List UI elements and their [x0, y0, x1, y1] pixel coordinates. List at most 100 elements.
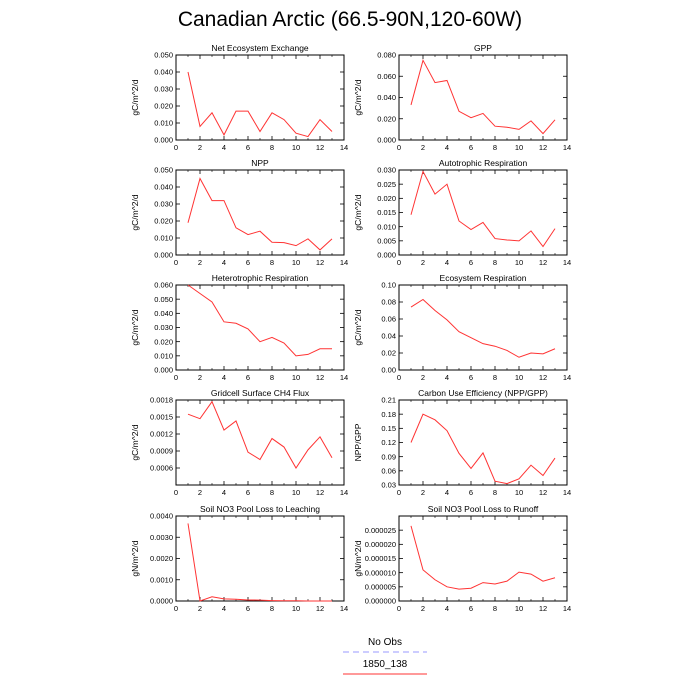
ecosystem-respiration-xtick-label: 12 [539, 373, 547, 382]
soil-no3-pool-loss-to-leaching-ytick-label: 0.0010 [150, 575, 173, 584]
npp-ytick-label: 0.020 [154, 217, 173, 226]
ecosystem-respiration-xtick-label: 8 [493, 373, 497, 382]
net-ecosystem-exchange-ytick-label: 0.020 [154, 102, 173, 111]
gridcell-surface-ch4-flux-xtick-label: 4 [222, 488, 226, 497]
soil-no3-pool-loss-to-leaching-title: Soil NO3 Pool Loss to Leaching [200, 504, 320, 514]
gpp-ytick-label: 0.080 [377, 51, 396, 60]
npp-xtick-label: 4 [222, 258, 226, 267]
ecosystem-respiration-ytick-label: 0.04 [381, 332, 396, 341]
net-ecosystem-exchange-xtick-label: 14 [340, 143, 348, 152]
npp-ytick-label: 0.000 [154, 251, 173, 260]
gpp-xtick-label: 10 [515, 143, 523, 152]
autotrophic-respiration-xtick-label: 12 [539, 258, 547, 267]
npp-xtick-label: 14 [340, 258, 348, 267]
net-ecosystem-exchange-ylabel: gC/m^2/d [130, 79, 140, 115]
soil-no3-pool-loss-to-runoff-xtick-label: 6 [469, 604, 473, 613]
soil-no3-pool-loss-to-runoff-xtick-label: 14 [563, 604, 571, 613]
ecosystem-respiration-xtick-label: 0 [397, 373, 401, 382]
carbon-use-efficiency-npp-gpp-ytick-label: 0.15 [381, 424, 396, 433]
soil-no3-pool-loss-to-leaching-xtick-label: 12 [316, 604, 324, 613]
ecosystem-respiration-ytick-label: 0.00 [381, 366, 396, 375]
net-ecosystem-exchange-xtick-label: 12 [316, 143, 324, 152]
net-ecosystem-exchange-xtick-label: 2 [198, 143, 202, 152]
carbon-use-efficiency-npp-gpp-xtick-label: 2 [421, 488, 425, 497]
gridcell-surface-ch4-flux-ytick-label: 0.0009 [150, 447, 173, 456]
heterotrophic-respiration-ylabel: gC/m^2/d [130, 309, 140, 345]
heterotrophic-respiration-xtick-label: 10 [292, 373, 300, 382]
carbon-use-efficiency-npp-gpp-ytick-label: 0.06 [381, 467, 396, 476]
gridcell-surface-ch4-flux-ytick-label: 0.0018 [150, 396, 173, 405]
npp-xtick-label: 0 [174, 258, 178, 267]
autotrophic-respiration-ytick-label: 0.030 [377, 166, 396, 175]
gpp-xtick-label: 12 [539, 143, 547, 152]
gridcell-surface-ch4-flux-ylabel: gC/m^2/d [130, 424, 140, 460]
net-ecosystem-exchange-series-line [187, 71, 333, 138]
soil-no3-pool-loss-to-leaching-ytick-label: 0.0000 [150, 597, 173, 606]
net-ecosystem-exchange-title: Net Ecosystem Exchange [211, 43, 309, 53]
ecosystem-respiration-ytick-label: 0.02 [381, 349, 396, 358]
autotrophic-respiration-xtick-label: 0 [397, 258, 401, 267]
gridcell-surface-ch4-flux-ytick-label: 0.0006 [150, 464, 173, 473]
soil-no3-pool-loss-to-runoff-ytick-label: 0.000025 [365, 526, 396, 535]
soil-no3-pool-loss-to-leaching-ylabel: gN/m^2/d [130, 540, 140, 576]
legend-label-no-obs: No Obs [368, 637, 402, 648]
net-ecosystem-exchange-xtick-label: 10 [292, 143, 300, 152]
gridcell-surface-ch4-flux-xtick-label: 0 [174, 488, 178, 497]
soil-no3-pool-loss-to-runoff-ytick-label: 0.000015 [365, 554, 396, 563]
carbon-use-efficiency-npp-gpp-xtick-label: 10 [515, 488, 523, 497]
soil-no3-pool-loss-to-runoff-title: Soil NO3 Pool Loss to Runoff [428, 504, 539, 514]
autotrophic-respiration-ytick-label: 0.015 [377, 208, 396, 217]
heterotrophic-respiration-ytick-label: 0.020 [154, 337, 173, 346]
npp-series-line [187, 177, 333, 251]
ecosystem-respiration-xtick-label: 4 [445, 373, 449, 382]
gridcell-surface-ch4-flux-title: Gridcell Surface CH4 Flux [211, 388, 310, 398]
autotrophic-respiration-ytick-label: 0.020 [377, 194, 396, 203]
npp-ytick-label: 0.050 [154, 166, 173, 175]
soil-no3-pool-loss-to-leaching-ytick-label: 0.0020 [150, 554, 173, 563]
gridcell-surface-ch4-flux-ytick-label: 0.0015 [150, 413, 173, 422]
npp-xtick-label: 6 [246, 258, 250, 267]
gridcell-surface-ch4-flux-xtick-label: 12 [316, 488, 324, 497]
npp-ytick-label: 0.030 [154, 200, 173, 209]
ecosystem-respiration-ytick-label: 0.08 [381, 298, 396, 307]
heterotrophic-respiration-ytick-label: 0.000 [154, 366, 173, 375]
npp-title: NPP [251, 158, 269, 168]
carbon-use-efficiency-npp-gpp-series-line [410, 413, 556, 485]
soil-no3-pool-loss-to-runoff-series-line [410, 525, 556, 590]
npp-xtick-label: 8 [270, 258, 274, 267]
soil-no3-pool-loss-to-leaching-xtick-label: 4 [222, 604, 226, 613]
npp-xtick-label: 2 [198, 258, 202, 267]
ecosystem-respiration-ytick-label: 0.10 [381, 281, 396, 290]
carbon-use-efficiency-npp-gpp-xtick-label: 8 [493, 488, 497, 497]
autotrophic-respiration-ytick-label: 0.005 [377, 237, 396, 246]
autotrophic-respiration-ytick-label: 0.010 [377, 222, 396, 231]
soil-no3-pool-loss-to-leaching-xtick-label: 2 [198, 604, 202, 613]
npp-ytick-label: 0.010 [154, 234, 173, 243]
heterotrophic-respiration-ytick-label: 0.060 [154, 281, 173, 290]
soil-no3-pool-loss-to-runoff-xtick-label: 2 [421, 604, 425, 613]
gpp-xtick-label: 2 [421, 143, 425, 152]
autotrophic-respiration-xtick-label: 14 [563, 258, 571, 267]
net-ecosystem-exchange-ytick-label: 0.050 [154, 51, 173, 60]
autotrophic-respiration-ytick-label: 0.025 [377, 180, 396, 189]
ecosystem-respiration-title: Ecosystem Respiration [440, 273, 527, 283]
gpp-xtick-label: 0 [397, 143, 401, 152]
gridcell-surface-ch4-flux-xtick-label: 10 [292, 488, 300, 497]
carbon-use-efficiency-npp-gpp-ytick-label: 0.21 [381, 396, 396, 405]
heterotrophic-respiration-ytick-label: 0.010 [154, 352, 173, 361]
gridcell-surface-ch4-flux-xtick-label: 8 [270, 488, 274, 497]
heterotrophic-respiration-ytick-label: 0.030 [154, 323, 173, 332]
ecosystem-respiration-xtick-label: 2 [421, 373, 425, 382]
carbon-use-efficiency-npp-gpp-xtick-label: 14 [563, 488, 571, 497]
soil-no3-pool-loss-to-runoff-ytick-label: 0.000005 [365, 583, 396, 592]
soil-no3-pool-loss-to-runoff-ytick-label: 0.000020 [365, 540, 396, 549]
net-ecosystem-exchange-xtick-label: 8 [270, 143, 274, 152]
heterotrophic-respiration-ytick-label: 0.040 [154, 309, 173, 318]
legend-label-1850-138: 1850_138 [362, 659, 408, 670]
heterotrophic-respiration-series-line [187, 284, 332, 357]
carbon-use-efficiency-npp-gpp-ytick-label: 0.18 [381, 410, 396, 419]
gridcell-surface-ch4-flux-xtick-label: 14 [340, 488, 348, 497]
soil-no3-pool-loss-to-leaching-xtick-label: 8 [270, 604, 274, 613]
gridcell-surface-ch4-flux-ytick-label: 0.0012 [150, 430, 173, 439]
